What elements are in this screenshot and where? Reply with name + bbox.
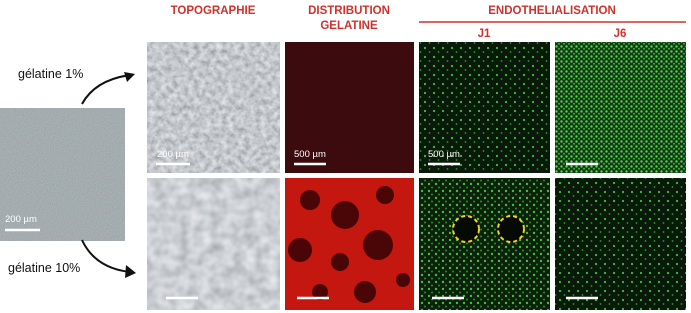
cells-image xyxy=(555,178,686,310)
topography-image xyxy=(147,42,280,173)
column-header: GELATINE xyxy=(320,20,378,32)
arrow-head xyxy=(125,265,136,278)
cells-image xyxy=(419,42,550,173)
row-label: gélatine 10% xyxy=(8,261,80,275)
cells-image xyxy=(419,178,550,310)
topography-image xyxy=(147,178,280,310)
column-header: ENDOTHELIALISATION xyxy=(488,5,616,17)
column-header: TOPOGRAPHIE xyxy=(171,5,256,17)
scale-label: 200 µm xyxy=(5,214,37,225)
day-header: J1 xyxy=(478,28,491,40)
pores xyxy=(288,186,410,303)
arrow xyxy=(81,74,131,105)
highlight-circle xyxy=(452,215,480,243)
scale-label: 200 µm xyxy=(157,149,189,160)
cells-image xyxy=(555,42,686,173)
distribution-image xyxy=(285,42,414,173)
arrow-head xyxy=(124,72,135,82)
arrow xyxy=(81,239,131,273)
scale-label: 500 µm xyxy=(428,149,460,160)
column-header: DISTRIBUTION xyxy=(308,5,390,17)
day-header: J6 xyxy=(614,28,627,40)
scale-label: 500 µm xyxy=(294,149,326,160)
substrate-texture xyxy=(0,108,125,241)
highlight-circle xyxy=(497,215,525,243)
row-label: gélatine 1% xyxy=(18,67,83,81)
